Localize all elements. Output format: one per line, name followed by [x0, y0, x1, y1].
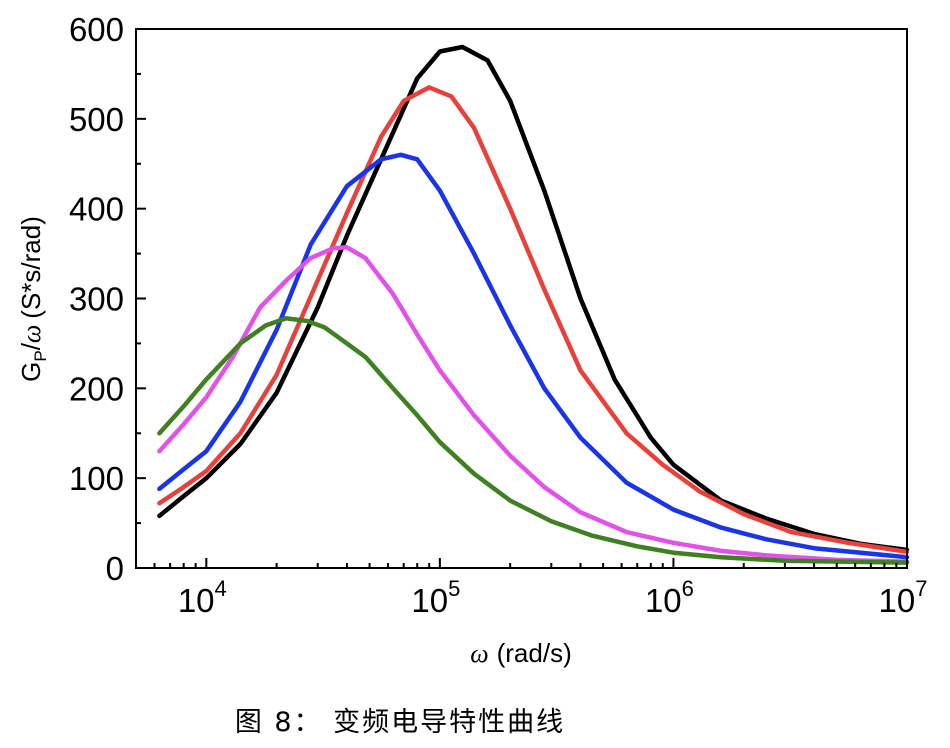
y-tick-label: 500	[69, 101, 124, 138]
series-line-green	[157, 316, 910, 565]
figure-caption: 图 8： 变频电导特性曲线	[234, 707, 566, 738]
y-axis-label: GP/ω(S*s/rad)	[16, 216, 50, 382]
y-tick-label: 400	[69, 191, 124, 228]
y-tick-label: 300	[69, 281, 124, 318]
series-line-blue	[157, 152, 910, 560]
series-line-red	[157, 85, 910, 555]
x-tick-label: 104	[178, 576, 227, 619]
y-tick-label: 200	[69, 370, 124, 407]
series-lines	[157, 44, 910, 565]
series-line-magenta	[157, 245, 910, 564]
plot-frame	[135, 28, 908, 569]
y-tick-label: 0	[106, 550, 124, 587]
series-line-black	[157, 44, 910, 553]
x-tick-labels: 104 105 106 107	[178, 576, 928, 619]
y-tick-labels: 0 100 200 300 400 500 600	[69, 11, 124, 587]
y-tick-label: 100	[69, 460, 124, 497]
x-tick-label: 105	[411, 576, 460, 619]
axis-ticks	[135, 28, 908, 569]
y-tick-label: 600	[69, 11, 124, 48]
x-tick-label: 106	[645, 576, 694, 619]
chart-figure: 0 100 200 300 400 500 600 104 105 106 107 GP/ω(S*…	[16, 11, 928, 668]
x-tick-label: 107	[879, 576, 928, 619]
x-axis-label: ω (rad/s)	[470, 638, 571, 668]
